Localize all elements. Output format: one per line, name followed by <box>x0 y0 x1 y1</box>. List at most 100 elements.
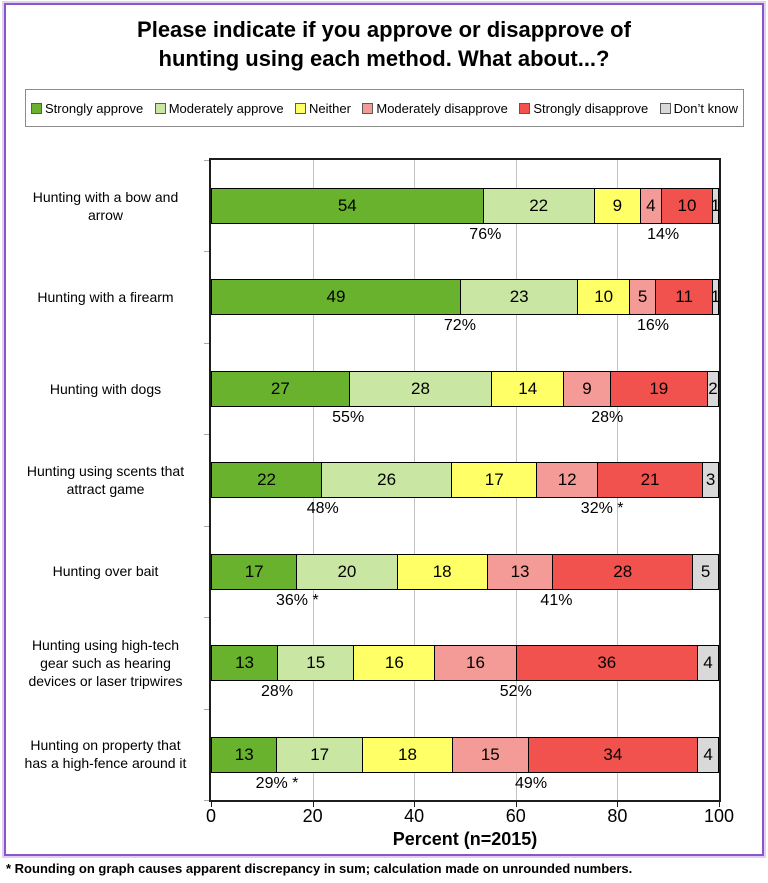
approve-total-label: 28% <box>261 683 294 701</box>
segment-value-label: 2 <box>708 378 718 398</box>
legend-item-strongly-approve: Strongly approve <box>31 101 143 116</box>
disapprove-total-label: 14% <box>647 226 680 243</box>
segment-value-label: 4 <box>646 196 656 215</box>
bar-segment-neither: 9 <box>593 188 641 224</box>
bar-segment-neither: 18 <box>396 553 488 590</box>
legend-item-neither: Neither <box>295 101 351 116</box>
bar-segment-moderately-disapprove: 15 <box>452 736 529 773</box>
bar-segment-moderately-disapprove: 5 <box>628 279 657 316</box>
segment-value-label: 36 <box>597 653 617 673</box>
y-axis-tick <box>204 708 209 710</box>
bar-segment-strongly-approve: 22 <box>211 462 323 499</box>
approve-total-label: 76% <box>469 226 502 243</box>
bar-segment-strongly-disapprove: 21 <box>596 462 704 499</box>
total-labels-row: 55% 28% <box>211 409 719 431</box>
bar-segment-strongly-approve: 54 <box>211 188 484 224</box>
segment-value-label: 5 <box>700 561 711 581</box>
segment-value-label: 19 <box>649 378 669 398</box>
total-labels-row: 76% 14% <box>211 226 719 248</box>
legend-item-moderately-disapprove: Moderately disapprove <box>362 101 508 116</box>
approve-total-label: 48% <box>306 500 339 518</box>
bar-segment-neither: 18 <box>361 736 454 773</box>
bar-segment-strongly-approve: 49 <box>211 279 461 316</box>
segment-value-label: 14 <box>518 378 538 398</box>
bar-segment-strongly-approve: 13 <box>211 645 279 682</box>
stacked-bar: 17 20 18 13 28 5 <box>211 553 719 590</box>
segment-value-label: 54 <box>337 196 357 215</box>
legend-swatch-moderately-disapprove-icon <box>362 102 374 114</box>
segment-value-label: 13 <box>234 744 254 764</box>
bar-segment-moderately-disapprove: 4 <box>639 188 662 224</box>
y-axis-tick <box>204 251 209 253</box>
total-labels-row: 28% 52% <box>211 683 719 705</box>
segment-value-label: 5 <box>637 287 648 307</box>
legend-swatch-dont-know-icon <box>659 102 671 114</box>
segment-value-label: 28 <box>411 378 430 398</box>
segment-value-label: 15 <box>480 744 500 764</box>
disapprove-total-label: 32% * <box>580 500 624 518</box>
stacked-bar: 22 26 17 12 21 3 <box>211 462 719 499</box>
legend: Strongly approve Moderately approve Neithe… <box>25 89 744 127</box>
y-axis-tick <box>204 342 209 344</box>
bar-segment-moderately-approve: 15 <box>277 645 355 682</box>
segment-value-label: 16 <box>466 653 485 673</box>
category-label: Hunting on property that has a high-fenc… <box>24 737 187 772</box>
legend-item-strongly-disapprove: Strongly disapprove <box>519 101 648 116</box>
bar-segment-strongly-approve: 17 <box>211 553 298 590</box>
category-label: Hunting with a firearm <box>37 289 174 306</box>
segment-value-label: 34 <box>603 744 623 764</box>
disapprove-total-label: 16% <box>636 317 669 335</box>
x-axis-tick <box>211 802 212 807</box>
bar-segment-dont-know: 2 <box>706 370 720 407</box>
bar-segment-neither: 10 <box>577 279 630 316</box>
bar-segment-strongly-disapprove: 34 <box>527 736 699 773</box>
segment-value-label: 1 <box>710 287 721 307</box>
bar-segment-dont-know: 3 <box>702 462 719 499</box>
chart-title-line2: hunting using each method. What about...… <box>158 46 610 71</box>
legend-swatch-strongly-disapprove-icon <box>519 102 531 114</box>
stacked-bar: 49 23 10 5 11 1 <box>211 279 721 316</box>
y-axis-tick <box>204 800 209 801</box>
total-labels-row: 36% * 41% <box>211 592 719 614</box>
bar-segment-dont-know: 4 <box>696 645 719 682</box>
y-axis-tick <box>204 434 209 436</box>
disapprove-total-label: 28% <box>591 408 624 426</box>
category-label: Hunting over bait <box>52 563 159 580</box>
segment-value-label: 10 <box>677 196 697 215</box>
bar-segment-dont-know: 1 <box>711 188 720 224</box>
segment-value-label: 28 <box>613 561 633 581</box>
segment-value-label: 9 <box>612 196 623 215</box>
legend-label-strongly-disapprove: Strongly disapprove <box>533 100 649 116</box>
x-axis-tick-label: 100 <box>703 806 735 826</box>
stacked-bar: 27 28 14 9 19 2 <box>211 370 720 407</box>
bar-segment-strongly-disapprove: 36 <box>515 645 698 682</box>
approve-total-label: 29% * <box>255 774 299 792</box>
total-labels-row: 48% 32% * <box>211 500 719 522</box>
footnote: * Rounding on graph causes apparent disc… <box>6 861 633 876</box>
bar-segment-strongly-disapprove: 10 <box>660 188 713 224</box>
bar-segment-strongly-disapprove: 11 <box>655 279 713 316</box>
segment-value-label: 18 <box>397 744 417 764</box>
approve-total-label: 72% <box>443 317 476 335</box>
disapprove-total-label: 49% <box>515 774 548 792</box>
segment-value-label: 16 <box>384 653 404 673</box>
segment-value-label: 10 <box>594 287 614 307</box>
segment-value-label: 9 <box>582 378 592 398</box>
stacked-bar: 13 15 16 16 36 4 <box>211 645 719 682</box>
segment-value-label: 13 <box>510 561 530 581</box>
x-axis-tick <box>719 802 720 807</box>
bar-segment-dont-know: 5 <box>692 553 719 590</box>
x-axis-tick-label: 40 <box>404 806 425 826</box>
bar-segment-moderately-disapprove: 13 <box>486 553 554 590</box>
bar-segment-moderately-disapprove: 9 <box>563 370 611 407</box>
x-axis-tick <box>312 802 314 807</box>
x-axis-tick-label: 20 <box>302 806 323 826</box>
legend-label-strongly-approve: Strongly approve <box>45 100 144 116</box>
segment-value-label: 15 <box>306 653 326 673</box>
y-axis-tick <box>204 617 209 619</box>
stacked-bar: 54 22 9 4 10 1 <box>211 188 720 224</box>
bar-row: 27 28 14 9 19 2 55% 28% <box>211 343 720 434</box>
legend-label-neither: Neither <box>309 100 351 116</box>
x-axis-tick <box>515 802 517 807</box>
segment-value-label: 22 <box>529 196 549 215</box>
